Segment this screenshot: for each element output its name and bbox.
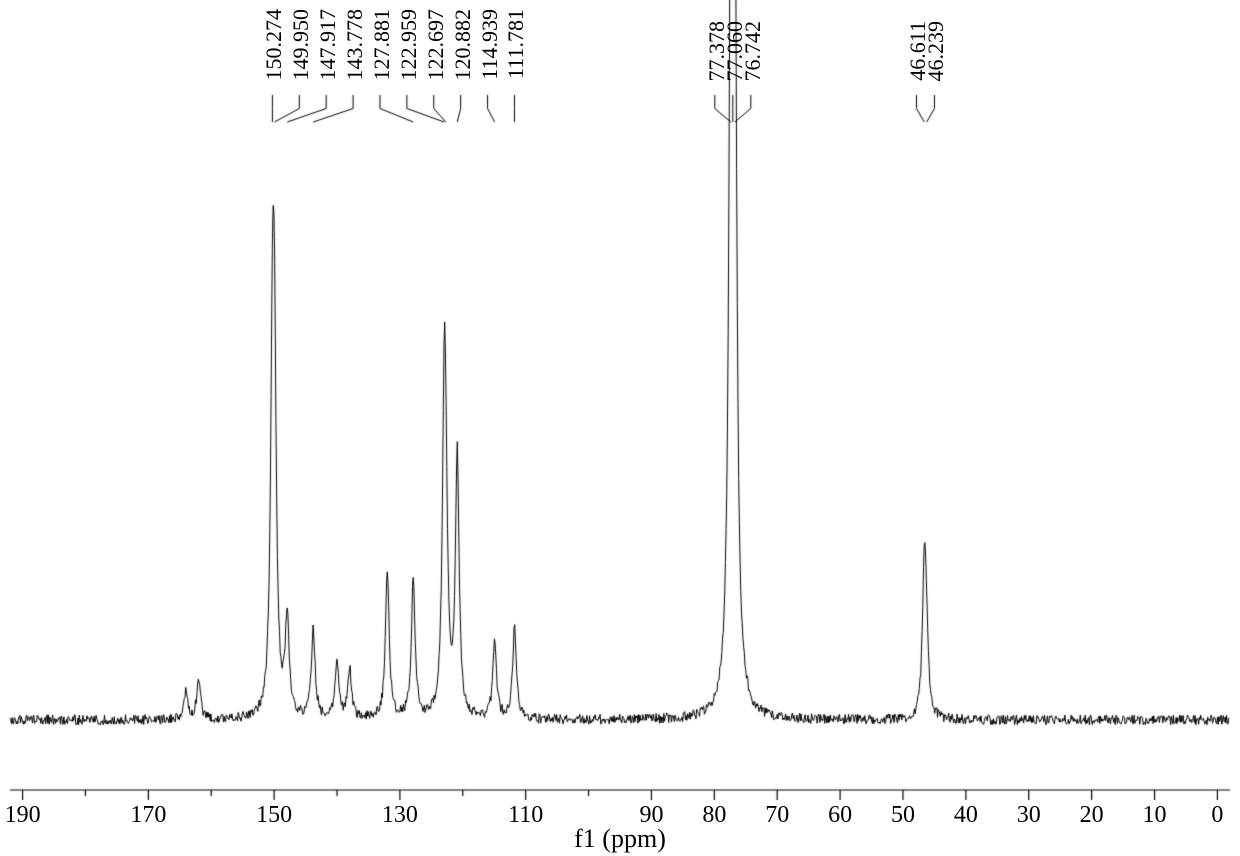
x-tick-label: 30 bbox=[1017, 802, 1041, 829]
nmr-spectrum-chart: f1 (ppm) 1901701501301109080706050403020… bbox=[0, 0, 1240, 856]
peak-label: 149.950 bbox=[288, 9, 314, 81]
peak-label: 150.274 bbox=[261, 9, 287, 81]
x-tick-label: 10 bbox=[1143, 802, 1167, 829]
x-tick-label: 150 bbox=[256, 802, 292, 829]
peak-label: 120.882 bbox=[450, 9, 476, 81]
peak-label: 122.697 bbox=[423, 9, 449, 81]
x-tick-label: 60 bbox=[828, 802, 852, 829]
x-tick-label: 20 bbox=[1080, 802, 1104, 829]
peak-label: 143.778 bbox=[342, 9, 368, 81]
peak-label: 111.781 bbox=[503, 9, 529, 79]
x-tick-label: 0 bbox=[1211, 802, 1223, 829]
peak-label: 147.917 bbox=[315, 9, 341, 81]
peak-label: 127.881 bbox=[369, 9, 395, 81]
x-tick-label: 80 bbox=[702, 802, 726, 829]
x-tick-label: 190 bbox=[5, 802, 41, 829]
peak-label: 76.742 bbox=[740, 21, 766, 82]
x-tick-label: 50 bbox=[891, 802, 915, 829]
x-tick-label: 110 bbox=[508, 802, 543, 829]
x-tick-label: 90 bbox=[639, 802, 663, 829]
x-tick-label: 130 bbox=[382, 802, 418, 829]
spectrum-canvas bbox=[0, 0, 1240, 856]
peak-label: 114.939 bbox=[477, 9, 503, 80]
peak-label: 122.959 bbox=[396, 9, 422, 81]
x-tick-label: 70 bbox=[765, 802, 789, 829]
x-tick-label: 40 bbox=[954, 802, 978, 829]
peak-label: 46.239 bbox=[923, 21, 949, 82]
x-tick-label: 170 bbox=[130, 802, 166, 829]
